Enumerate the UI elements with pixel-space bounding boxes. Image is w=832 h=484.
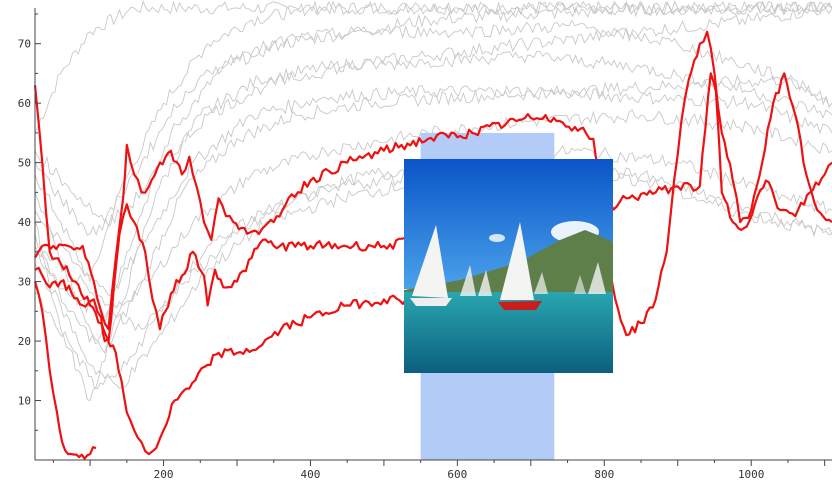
photo-hills [404, 230, 613, 295]
axes: 10 20 30 40 50 60 70 200 400 600 800 1000 [18, 8, 832, 481]
highlighted-series-line-2 [34, 266, 422, 456]
photo-cloud [489, 234, 505, 242]
highlighted-series-line-3 [33, 281, 97, 460]
sailboat-hull [410, 298, 452, 306]
x-tick-label: 1000 [738, 468, 765, 481]
y-tick-label: 10 [18, 395, 31, 408]
background-series-line-1 [34, 0, 832, 284]
x-tick-label: 600 [447, 468, 467, 481]
background-series-line-0 [34, 0, 832, 134]
y-tick-label: 30 [18, 276, 31, 289]
background-series-line-2 [34, 0, 832, 342]
background-series-line-6 [34, 108, 832, 319]
sailboat-sail [574, 275, 586, 294]
y-tick-label: 40 [18, 216, 31, 229]
highlighted-series-line-1 [34, 30, 832, 337]
sailboat-sail [588, 262, 606, 294]
y-tick-label: 70 [18, 38, 31, 51]
background-series-line-5 [34, 84, 832, 297]
sailboat-sail [412, 225, 448, 298]
y-tick-label: 60 [18, 97, 31, 110]
y-tick-label: 50 [18, 157, 31, 170]
sailboat-sail [500, 222, 534, 300]
sailboat-sail [478, 270, 492, 296]
y-tick-label: 20 [18, 335, 31, 348]
sailboat-hull [498, 301, 542, 310]
sailboat-sail [460, 265, 476, 296]
background-series-line-3 [34, 2, 832, 402]
background-series-line-11 [34, 19, 832, 224]
x-tick-label: 800 [594, 468, 614, 481]
sailboats-photo [404, 159, 613, 373]
x-tick-label: 400 [301, 468, 321, 481]
sailboat-sail [534, 272, 548, 294]
x-tick-label: 200 [154, 468, 174, 481]
